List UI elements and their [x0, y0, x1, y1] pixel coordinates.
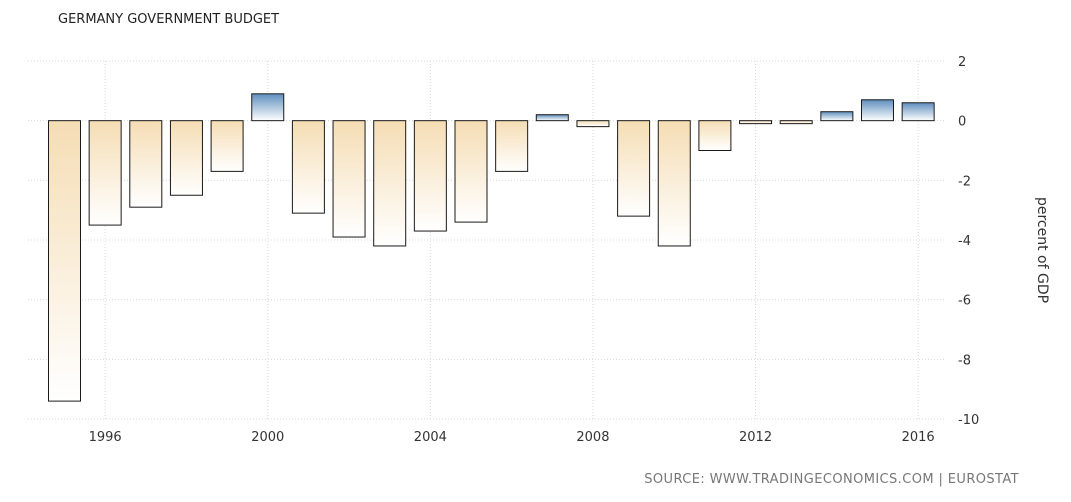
bar-2002 — [332, 120, 366, 238]
y-tick-label: -6 — [958, 294, 971, 309]
y-axis-label: percent of GDP — [1034, 196, 1050, 304]
bar-2005 — [454, 120, 488, 223]
x-tick-label: 1996 — [89, 430, 122, 445]
bar-2006 — [495, 120, 529, 172]
bar-2003 — [373, 120, 407, 247]
bar-1997 — [129, 120, 163, 208]
x-tick-label: 2016 — [902, 430, 935, 445]
y-tick-label: -8 — [958, 353, 971, 368]
bar-2016 — [901, 102, 935, 122]
bar-2001 — [291, 120, 325, 214]
x-tick-label: 2008 — [576, 430, 609, 445]
grid-lines — [28, 60, 945, 420]
x-axis-ticks: 1996 2000 2004 2008 2012 2016 — [89, 430, 935, 445]
bar-1996 — [88, 120, 122, 226]
y-tick-label: -4 — [958, 234, 971, 249]
bar-1998 — [169, 120, 203, 196]
bar-2000 — [251, 93, 285, 122]
bar-2014 — [820, 111, 854, 122]
y-axis-ticks: 2 0 -2 -4 -6 -8 -10 — [958, 55, 979, 428]
bar-2007 — [535, 114, 569, 122]
x-tick-label: 2004 — [414, 430, 447, 445]
y-tick-label: -2 — [958, 174, 971, 189]
x-tick-label: 2012 — [739, 430, 772, 445]
bar-2009 — [617, 120, 651, 217]
y-tick-label: -10 — [958, 413, 979, 428]
y-tick-label: 2 — [958, 55, 966, 70]
x-tick-label: 2000 — [251, 430, 284, 445]
bar-2011 — [698, 120, 732, 151]
bar-2004 — [413, 120, 447, 232]
bar-1999 — [210, 120, 244, 172]
bar-2008 — [576, 120, 610, 128]
bar-2015 — [861, 99, 894, 122]
bar-1995 — [48, 120, 81, 402]
chart-title: GERMANY GOVERNMENT BUDGET — [58, 12, 280, 27]
bar-2013 — [779, 120, 813, 125]
source-credit: SOURCE: WWW.TRADINGECONOMICS.COM | EUROS… — [644, 472, 1019, 487]
bar-2010 — [657, 120, 691, 247]
bars — [48, 93, 935, 402]
y-tick-label: 0 — [958, 115, 966, 130]
bar-2012 — [739, 120, 773, 125]
